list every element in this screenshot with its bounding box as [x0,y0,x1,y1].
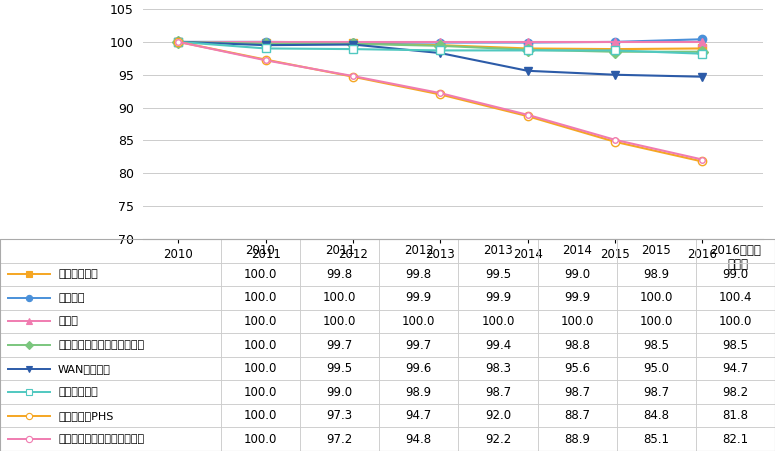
Text: 98.8: 98.8 [564,339,590,351]
Text: 100.0: 100.0 [323,315,357,328]
Text: 98.7: 98.7 [485,386,511,399]
Text: 100.0: 100.0 [244,315,277,328]
Text: 99.9: 99.9 [564,291,591,304]
Text: 固定電話: 固定電話 [58,293,84,303]
Text: WANサービス: WANサービス [58,364,111,373]
Text: 94.8: 94.8 [406,433,432,446]
Text: 100.0: 100.0 [244,409,277,422]
Text: 100.0: 100.0 [323,291,357,304]
Text: 2016（年）: 2016（年） [710,244,761,258]
Text: 100.0: 100.0 [244,339,277,351]
Text: 100.0: 100.0 [244,268,277,281]
Text: 94.7: 94.7 [722,362,749,375]
Text: 99.4: 99.4 [485,339,511,351]
Text: 2014: 2014 [562,244,592,258]
Text: 100.0: 100.0 [402,315,436,328]
Text: 100.0: 100.0 [244,291,277,304]
Text: 85.1: 85.1 [643,433,670,446]
Text: 2011: 2011 [325,244,354,258]
Text: 99.8: 99.8 [326,268,353,281]
Text: 88.9: 88.9 [564,433,590,446]
Text: 100.0: 100.0 [481,315,515,328]
Text: 92.0: 92.0 [485,409,511,422]
Text: 99.5: 99.5 [326,362,353,375]
Text: 2012: 2012 [404,244,434,258]
Text: 99.5: 99.5 [485,268,511,281]
Text: 81.8: 81.8 [722,409,749,422]
Text: 99.0: 99.0 [326,386,353,399]
Text: 99.0: 99.0 [722,268,749,281]
Text: 99.9: 99.9 [405,291,432,304]
Text: 82.1: 82.1 [722,433,749,446]
Text: 固定電気通信: 固定電気通信 [58,269,98,279]
Text: 携帯電話・PHS: 携帯電話・PHS [58,411,113,421]
Text: 専用線: 専用線 [58,317,78,327]
Text: 2013: 2013 [483,244,513,258]
Text: 98.5: 98.5 [643,339,670,351]
Text: 99.9: 99.9 [485,291,511,304]
Text: 99.6: 99.6 [405,362,432,375]
Text: 94.7: 94.7 [405,409,432,422]
Text: 100.0: 100.0 [244,362,277,375]
Text: 98.2: 98.2 [722,386,749,399]
Text: 98.7: 98.7 [643,386,670,399]
Text: 100.0: 100.0 [560,315,594,328]
Text: 95.0: 95.0 [643,362,670,375]
Text: 移動データ通信専用サービス: 移動データ通信専用サービス [58,434,144,444]
Text: 97.2: 97.2 [326,433,353,446]
Text: 100.0: 100.0 [639,291,673,304]
Text: 95.6: 95.6 [564,362,590,375]
Text: 98.9: 98.9 [406,386,432,399]
Text: 100.0: 100.0 [244,386,277,399]
Text: インターネット接続サービス: インターネット接続サービス [58,340,144,350]
Text: 2015: 2015 [642,244,671,258]
Text: 99.7: 99.7 [405,339,432,351]
Text: 98.9: 98.9 [643,268,670,281]
Text: 99.8: 99.8 [406,268,432,281]
Text: 100.0: 100.0 [718,315,752,328]
Text: 84.8: 84.8 [643,409,670,422]
Text: 100.4: 100.4 [718,291,753,304]
Text: （年）: （年） [727,258,748,272]
Text: 98.7: 98.7 [564,386,590,399]
Text: 99.0: 99.0 [564,268,590,281]
Text: 98.3: 98.3 [485,362,511,375]
Text: 98.5: 98.5 [722,339,749,351]
Text: 2010: 2010 [246,244,275,258]
Text: 97.3: 97.3 [326,409,353,422]
Text: 100.0: 100.0 [639,315,673,328]
Text: 100.0: 100.0 [244,433,277,446]
Text: 88.7: 88.7 [564,409,590,422]
Text: 92.2: 92.2 [485,433,511,446]
Text: 移動電気通信: 移動電気通信 [58,387,98,397]
Text: 99.7: 99.7 [326,339,353,351]
